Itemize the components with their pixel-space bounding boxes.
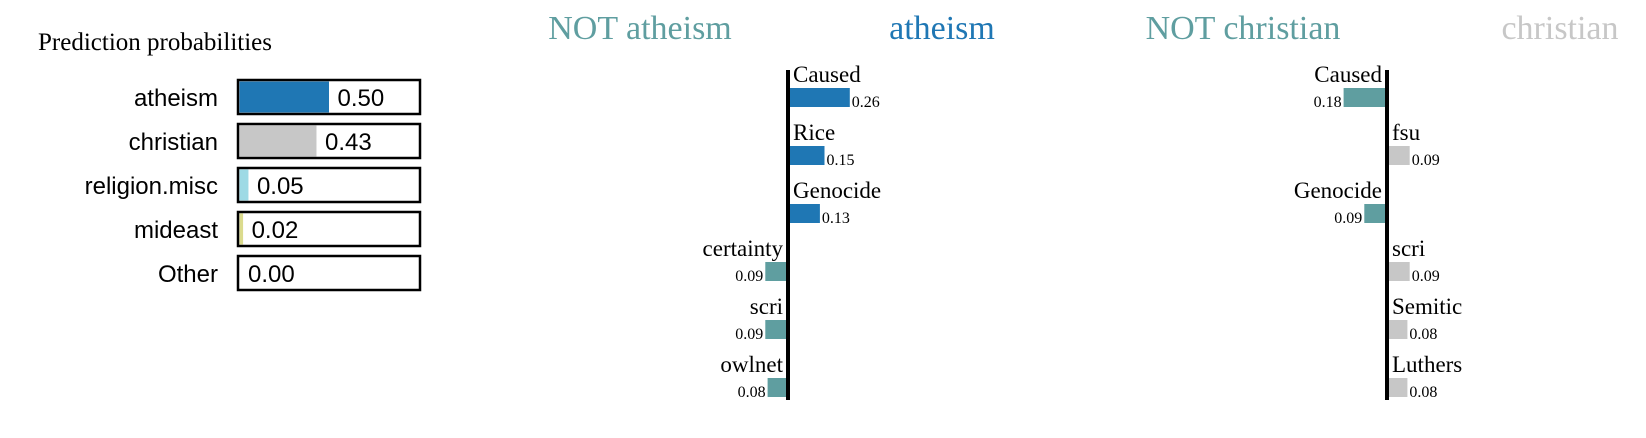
probability-bar: [239, 169, 249, 201]
probability-value: 0.02: [252, 217, 299, 244]
feature-label: scri: [750, 294, 783, 319]
feature-value: 0.09: [1412, 152, 1440, 169]
feature-value: 0.09: [1412, 268, 1440, 285]
feature-value: 0.13: [822, 210, 850, 227]
feature-label: Semitic: [1392, 294, 1462, 319]
atheism-feature-chart: Caused 0.26 Rice 0.15 Genocide 0.13 certainty 0…: [703, 62, 882, 401]
feature-label: certainty: [703, 236, 784, 261]
feature-bar: [765, 320, 786, 339]
prediction-probabilities-chart: atheism 0.50 christian 0.43 religion.misc 0.0…: [85, 78, 422, 292]
probability-bar: [239, 81, 329, 113]
feature-label: owlnet: [720, 352, 783, 377]
feature-bar: [765, 262, 786, 281]
probability-bar-frame: [236, 254, 422, 292]
feature-value: 0.26: [852, 94, 880, 111]
christian-feature-chart: Caused 0.18 fsu 0.09 Genocide 0.09 scri 0.09 Sem…: [1294, 62, 1462, 401]
feature-label: scri: [1392, 236, 1425, 261]
feature-label: Genocide: [1294, 178, 1382, 203]
not-atheism-header: NOT atheism: [548, 10, 732, 47]
probability-value: 0.05: [257, 173, 304, 200]
feature-bar: [767, 378, 786, 397]
atheism-header: atheism: [889, 10, 995, 47]
feature-value: 0.15: [827, 152, 855, 169]
feature-bar: [1389, 262, 1410, 281]
feature-value: 0.08: [738, 384, 766, 401]
probability-bar-frame: [236, 210, 422, 248]
class-label: Other: [158, 261, 218, 288]
probability-value: 0.43: [325, 129, 372, 156]
probability-bar: [239, 125, 317, 157]
feature-label: Caused: [1314, 62, 1382, 87]
feature-label: Caused: [793, 62, 861, 87]
feature-value: 0.09: [1334, 210, 1362, 227]
feature-bar: [1389, 320, 1408, 339]
class-label: christian: [129, 129, 218, 156]
feature-bar: [1389, 378, 1408, 397]
feature-bar: [790, 204, 820, 223]
prediction-probabilities-title: Prediction probabilities: [38, 29, 272, 56]
feature-label: Genocide: [793, 178, 881, 203]
feature-bar: [1364, 204, 1385, 223]
feature-value: 0.18: [1314, 94, 1342, 111]
probability-value: 0.00: [248, 261, 295, 288]
feature-value: 0.08: [1409, 384, 1437, 401]
feature-label: fsu: [1392, 120, 1421, 145]
feature-bar: [1389, 146, 1410, 165]
feature-value: 0.09: [735, 326, 763, 343]
class-label: religion.misc: [85, 173, 218, 200]
feature-value: 0.09: [735, 268, 763, 285]
probability-value: 0.50: [338, 85, 385, 112]
feature-bar: [790, 146, 825, 165]
feature-value: 0.08: [1409, 326, 1437, 343]
probability-bar: [239, 213, 244, 245]
feature-label: Rice: [793, 120, 835, 145]
feature-label: Luthers: [1392, 352, 1462, 377]
probability-bar-frame: [236, 166, 422, 204]
class-label: atheism: [134, 85, 218, 112]
feature-bar: [790, 88, 850, 107]
not-christian-header: NOT christian: [1146, 10, 1341, 47]
feature-bar: [1343, 88, 1385, 107]
christian-header: christian: [1501, 10, 1618, 47]
class-label: mideast: [134, 217, 218, 244]
